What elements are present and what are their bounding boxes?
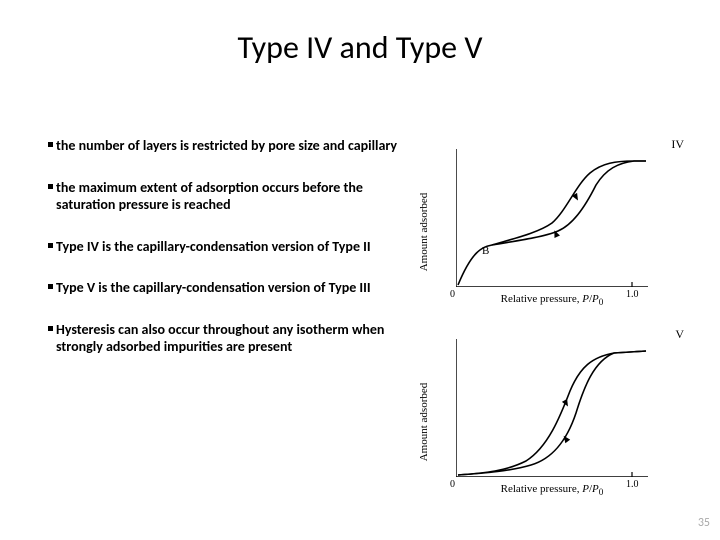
desorption-branch xyxy=(458,351,646,475)
x-tick-label-0: 0 xyxy=(450,479,455,490)
bullet-item: the maximum extent of adsorption occurs … xyxy=(48,179,410,214)
bullet-list: the number of layers is restricted by po… xyxy=(0,137,420,523)
chart-type-iv: Amount adsorbed IV B 0 1.0 Relative pres… xyxy=(430,143,680,321)
y-axis-label: Amount adsorbed xyxy=(418,383,430,462)
chart-type-v: Amount adsorbed V 0 1.0 Relative pressur… xyxy=(430,333,680,511)
y-axis-label: Amount adsorbed xyxy=(418,193,430,272)
bullet-item: Type IV is the capillary-condensation ve… xyxy=(48,238,410,256)
page-number: 35 xyxy=(698,516,710,530)
isotherm-plot-v xyxy=(456,339,648,477)
chart-label: IV xyxy=(671,137,684,152)
x-tick-label-0: 0 xyxy=(450,289,455,300)
bullet-item: the number of layers is restricted by po… xyxy=(48,137,410,155)
point-b-label: B xyxy=(482,245,489,257)
isotherm-plot-iv xyxy=(456,149,648,287)
charts-column: Amount adsorbed IV B 0 1.0 Relative pres… xyxy=(420,137,680,523)
bullet-item: Type V is the capillary-condensation ver… xyxy=(48,279,410,297)
chart-label: V xyxy=(675,327,684,342)
desorption-branch xyxy=(492,161,646,245)
adsorption-branch xyxy=(458,351,646,475)
bullet-item: Hysteresis can also occur throughout any… xyxy=(48,321,410,356)
x-axis-label: Relative pressure, P/P0 xyxy=(456,293,648,307)
page-title: Type IV and Type V xyxy=(0,0,720,67)
content-row: the number of layers is restricted by po… xyxy=(0,137,720,523)
x-axis-label: Relative pressure, P/P0 xyxy=(456,483,648,497)
